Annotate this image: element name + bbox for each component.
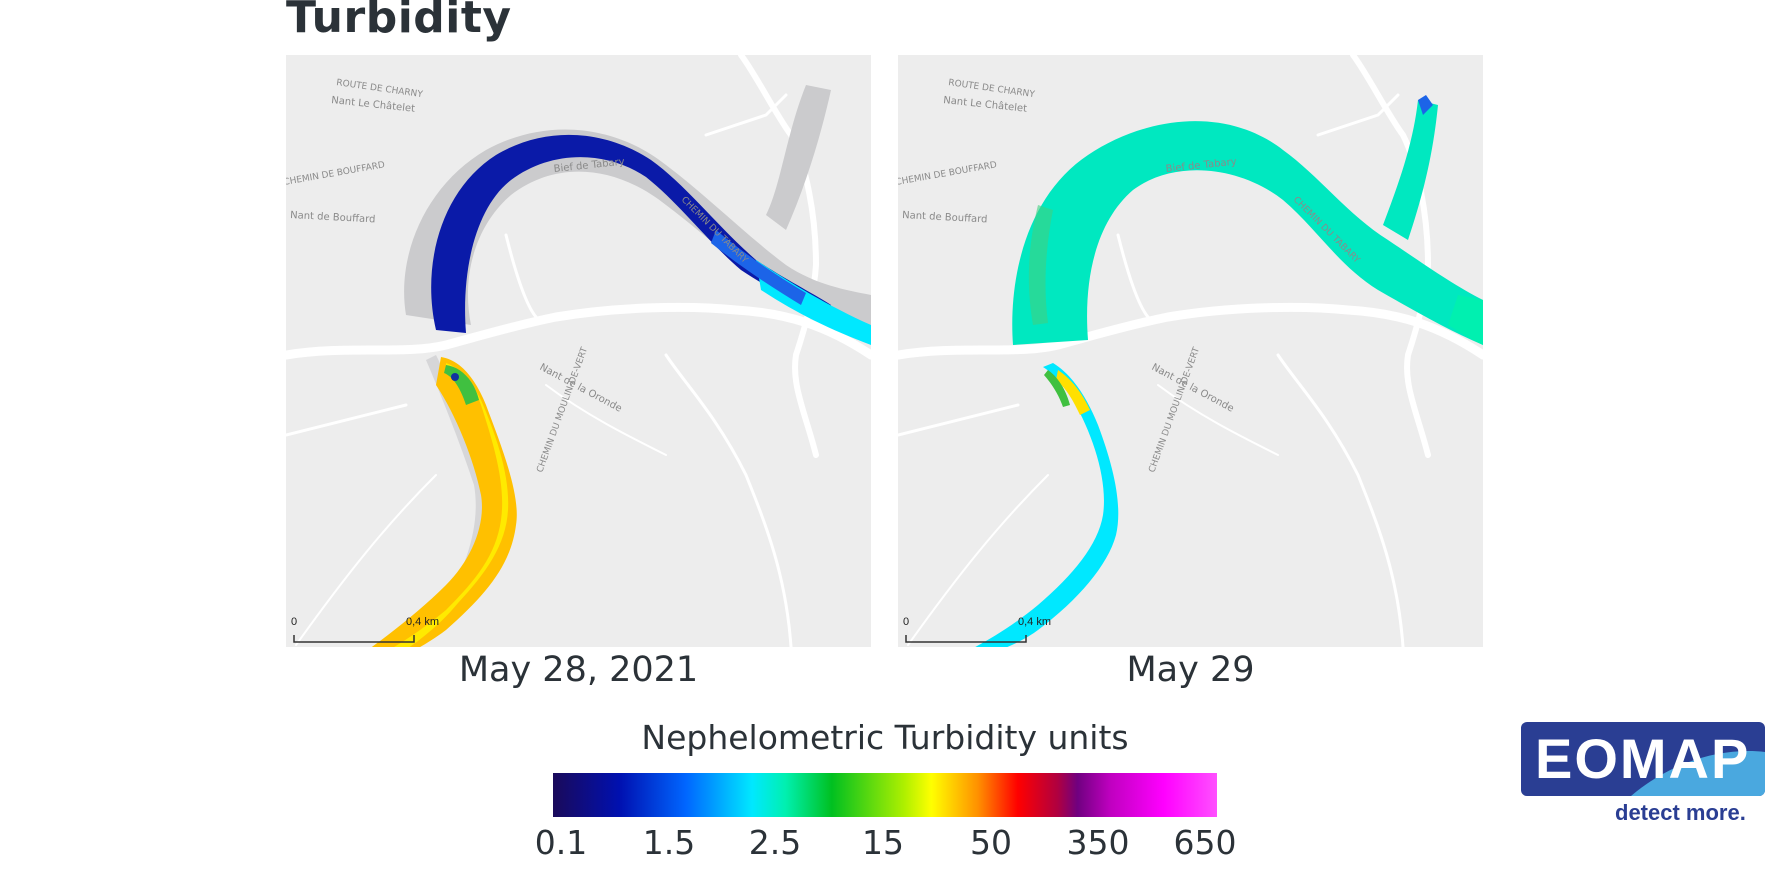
svg-text:0,4 km: 0,4 km <box>1018 616 1051 628</box>
scale-bar: 0 0,4 km <box>903 616 1051 643</box>
map-date-label: May 29 <box>1126 650 1255 690</box>
legend-tick: 15 <box>862 823 904 862</box>
svg-text:0: 0 <box>903 616 909 628</box>
road-label-bouffard: CHEMIN DE BOUFFARD <box>898 160 998 188</box>
map-panel-may-29: ROUTE DE CHARNY Nant Le Châtelet CHEMIN … <box>898 55 1483 647</box>
legend-tick: 650 <box>1173 823 1237 862</box>
legend-tick: 2.5 <box>748 823 802 862</box>
logo-wave-icon <box>1631 751 1765 796</box>
page-title: Turbidity <box>286 0 512 43</box>
legend-tick: 1.5 <box>642 823 696 862</box>
legend-tick: 50 <box>970 823 1012 862</box>
svg-text:0,4 km: 0,4 km <box>406 616 439 628</box>
road-label-bouffard: CHEMIN DE BOUFFARD <box>286 160 386 188</box>
map-date-label: May 28, 2021 <box>458 650 699 690</box>
svg-text:0: 0 <box>291 616 297 628</box>
turbidity-map-may-28: ROUTE DE CHARNY Nant Le Châtelet CHEMIN … <box>286 55 871 647</box>
logo-tagline: detect more. <box>1615 800 1746 825</box>
place-label-nant-bouffard: Nant de Bouffard <box>290 210 376 225</box>
turbidity-colorbar <box>553 773 1217 817</box>
eomap-logo: EOMAP <box>1521 722 1765 796</box>
legend-tick: 350 <box>1066 823 1130 862</box>
logo-name: EOMAP <box>1535 727 1751 790</box>
scale-bar: 0 0,4 km <box>291 616 439 643</box>
legend-title: Nephelometric Turbidity units <box>641 718 1129 757</box>
map-panel-may-28: ROUTE DE CHARNY Nant Le Châtelet CHEMIN … <box>286 55 871 647</box>
legend-tick: 0.1 <box>534 823 588 862</box>
place-label-nant-bouffard: Nant de Bouffard <box>902 210 988 225</box>
turbidity-map-may-29: ROUTE DE CHARNY Nant Le Châtelet CHEMIN … <box>898 55 1483 647</box>
